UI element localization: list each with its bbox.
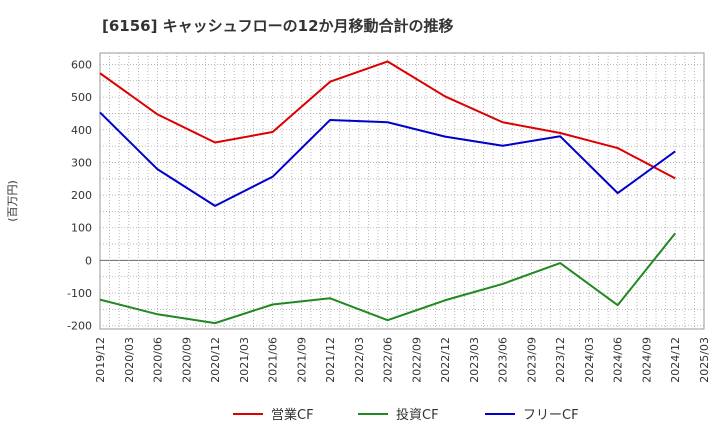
x-tick-label: 2020/12 [209,337,222,383]
y-tick-label: 400 [71,124,92,137]
legend-label: 投資CF [396,407,439,423]
x-tick-label: 2022/12 [439,337,452,383]
y-tick-label: 600 [71,58,92,71]
x-tick-label: 2021/12 [324,337,337,383]
x-tick-label: 2021/03 [238,337,251,383]
y-tick-label: 300 [71,156,92,169]
x-tick-label: 2022/06 [382,337,395,383]
series-layer [99,60,677,325]
x-tick-label: 2020/06 [152,337,165,383]
x-tick-label: 2020/09 [180,337,193,383]
y-tick-label: 0 [85,254,92,267]
x-tick-label: 2021/09 [295,337,308,383]
y-tick-label: 500 [71,91,92,104]
y-axis-label: (百万円) [6,180,19,222]
x-tick-label: 2023/06 [497,337,510,383]
x-tick-label: 2020/03 [123,337,136,383]
y-tick-label: 200 [71,189,92,202]
y-tick-label: -100 [67,287,92,300]
x-tick-label: 2022/03 [353,337,366,383]
y-tick-label: -200 [67,320,92,333]
legend: 営業CF 投資CF フリーCF [233,407,579,423]
legend-label: 営業CF [271,407,314,423]
x-tick-label: 2022/09 [410,337,423,383]
x-tick-label: 2019/12 [94,337,107,383]
y-tick-label: 100 [71,222,92,235]
x-tick-label: 2021/06 [267,337,280,383]
x-tick-label: 2023/09 [525,337,538,383]
x-tick-label: 2024/03 [583,337,596,383]
x-tick-label: 2024/09 [640,337,653,383]
x-tick-label: 2025/03 [698,337,711,383]
x-tick-label: 2023/03 [468,337,481,383]
chart-title: [6156] キャッシュフローの12か月移動合計の推移 [102,17,454,35]
legend-label: フリーCF [523,408,579,423]
x-tick-label: 2024/12 [669,337,682,383]
x-tick-label: 2023/12 [554,337,567,383]
grid-layer [100,53,704,329]
x-tick-label: 2024/06 [612,337,625,383]
plot-area [99,52,705,330]
